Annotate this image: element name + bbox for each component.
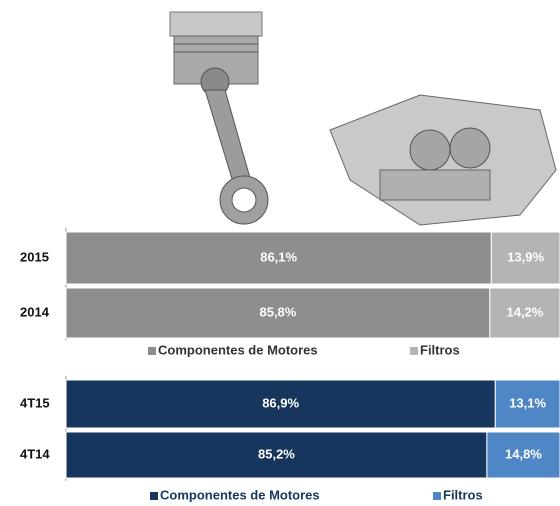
value-label: 86,1% xyxy=(260,249,297,264)
category-label: 2014 xyxy=(20,304,50,319)
value-label: 14,8% xyxy=(505,446,542,461)
legend-swatch xyxy=(148,347,156,355)
legend-label: Filtros xyxy=(443,487,483,502)
category-label: 2015 xyxy=(20,249,49,264)
value-label: 86,9% xyxy=(262,395,299,410)
legend-swatch xyxy=(150,492,158,500)
engine-illustration xyxy=(330,95,556,225)
legend-label: Componentes de Motores xyxy=(160,487,320,502)
legend-label: Componentes de Motores xyxy=(158,342,318,357)
value-label: 85,2% xyxy=(258,446,295,461)
legend-label: Filtros xyxy=(420,342,460,357)
value-label: 14,2% xyxy=(506,304,543,319)
chart: 2015 86,1% 13,9% 2014 85,8% 14,2% Componentes … xyxy=(0,0,560,506)
value-label: 13,1% xyxy=(509,395,546,410)
legend-swatch xyxy=(433,492,441,500)
category-label: 4T15 xyxy=(20,395,50,410)
value-label: 85,8% xyxy=(259,304,296,319)
piston-illustration xyxy=(170,12,268,224)
category-label: 4T14 xyxy=(20,446,50,461)
value-label: 13,9% xyxy=(507,249,544,264)
legend-swatch xyxy=(410,347,418,355)
